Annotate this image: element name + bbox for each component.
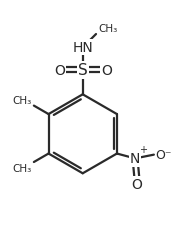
Text: S: S [78, 63, 88, 78]
Text: CH₃: CH₃ [13, 163, 32, 173]
Text: HN: HN [72, 41, 93, 55]
Text: O: O [132, 177, 142, 191]
Text: CH₃: CH₃ [13, 95, 32, 105]
Text: N: N [130, 152, 140, 166]
Text: O⁻: O⁻ [155, 149, 171, 161]
Text: +: + [139, 145, 147, 155]
Text: O: O [101, 64, 112, 78]
Text: O: O [54, 64, 65, 78]
Text: CH₃: CH₃ [98, 24, 117, 34]
